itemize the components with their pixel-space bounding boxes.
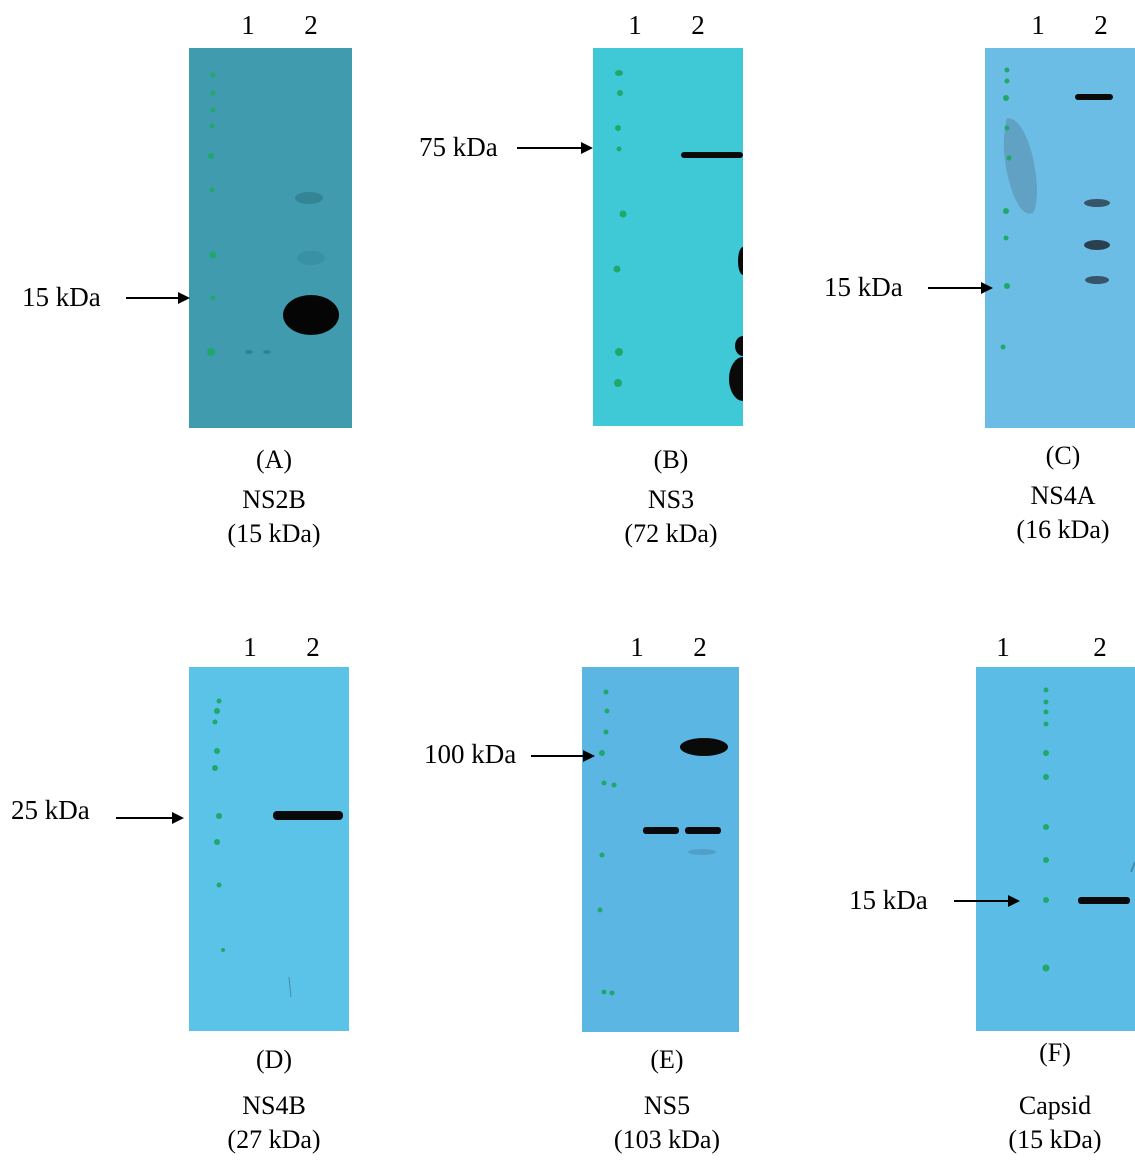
blot-membrane (582, 667, 739, 1032)
marker-arrow (928, 282, 993, 294)
panel-caption: (B) NS3 (72 kDa) (571, 443, 771, 551)
marker-label: 15 kDa (824, 272, 903, 302)
lane-label-1: 1 (1031, 10, 1045, 40)
marker-label: 75 kDa (419, 132, 498, 162)
blot-membrane (985, 48, 1135, 428)
protein-mass: (16 kDa) (1016, 515, 1110, 544)
panel-caption: (E) NS5 (103 kDa) (567, 1043, 767, 1157)
marker-label: 15 kDa (849, 885, 928, 915)
blot-membrane (189, 667, 349, 1031)
lane-label-2: 2 (691, 10, 705, 40)
blot-image (1000, 67, 1113, 350)
blot-image (613, 70, 743, 401)
lane-label-2: 2 (1093, 632, 1107, 662)
marker-label: 15 kDa (22, 282, 101, 312)
lane-label-2: 2 (693, 632, 707, 662)
lane-label-2: 2 (304, 10, 318, 40)
panel-letter: (B) (653, 445, 689, 474)
protein-name: NS3 (647, 485, 695, 514)
marker-arrow (116, 812, 184, 824)
panel-caption: (A) NS2B (15 kDa) (174, 443, 374, 551)
protein-name: NS4A (1030, 481, 1096, 510)
marker-arrow (531, 750, 595, 762)
protein-mass: (72 kDa) (624, 519, 718, 548)
marker-arrow (954, 895, 1020, 907)
protein-mass: (27 kDa) (227, 1125, 321, 1154)
lane-label-1: 1 (996, 632, 1010, 662)
lane-label-1: 1 (243, 632, 257, 662)
marker-arrow (517, 142, 593, 154)
protein-mass: (103 kDa) (613, 1125, 721, 1154)
protein-mass: (15 kDa) (1008, 1125, 1102, 1154)
protein-name: Capsid (1018, 1091, 1092, 1120)
panel-letter: (D) (255, 1045, 293, 1074)
lane-label-1: 1 (630, 632, 644, 662)
blot-membrane (976, 667, 1135, 1031)
marker-label: 100 kDa (424, 739, 517, 769)
protein-name: NS4B (242, 1091, 306, 1120)
protein-name: NS5 (643, 1091, 691, 1120)
marker-label: 25 kDa (11, 795, 90, 825)
blot-image (1042, 687, 1135, 972)
blot-membrane (189, 48, 352, 428)
panel-letter: (E) (650, 1045, 684, 1074)
blot-image (212, 698, 343, 998)
blot-image (207, 72, 339, 356)
panel-letter: (C) (1045, 441, 1081, 470)
blot-image (597, 689, 728, 996)
lane-label-2: 2 (1094, 10, 1108, 40)
panel-caption: (D) NS4B (27 kDa) (174, 1043, 374, 1157)
panel-caption: (C) NS4A (16 kDa) (963, 439, 1135, 547)
lane-label-1: 1 (241, 10, 255, 40)
marker-arrow (126, 292, 190, 304)
protein-name: NS2B (242, 485, 306, 514)
panel-letter: (A) (255, 445, 293, 474)
blot-membrane (593, 48, 743, 426)
panel-letter: (F) (1039, 1038, 1071, 1067)
lane-label-2: 2 (306, 632, 320, 662)
lane-label-1: 1 (628, 10, 642, 40)
protein-mass: (15 kDa) (227, 519, 321, 548)
panel-caption: (F) Capsid (15 kDa) (955, 1036, 1135, 1157)
